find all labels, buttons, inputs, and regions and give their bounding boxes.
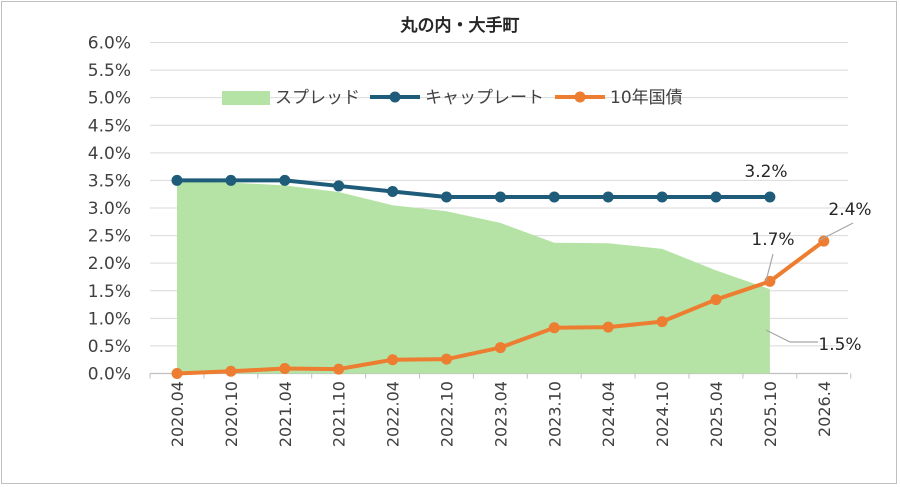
y-tick-label: 1.0% <box>88 309 131 329</box>
marker-series-0 <box>225 174 237 186</box>
spread-area <box>177 180 770 374</box>
x-tick-label: 2023.10 <box>545 381 564 447</box>
x-tick-label: 2025.10 <box>761 381 780 447</box>
leader-line <box>819 222 854 241</box>
annotation-spread-latest: 1.5% <box>818 335 861 355</box>
marker-series-1 <box>279 363 291 375</box>
x-axis-ticks: 2020.04 2020.10 2021.04 2021.10 2022.04 2022.… <box>168 381 834 447</box>
marker-series-1 <box>656 316 668 328</box>
legend-swatch-area <box>222 91 270 105</box>
marker-series-1 <box>602 321 614 333</box>
marker-series-0 <box>602 191 614 203</box>
y-tick-label: 1.5% <box>88 282 131 302</box>
annotation-cap-rate-latest: 3.2% <box>744 162 787 182</box>
y-tick-label: 5.0% <box>88 89 131 109</box>
marker-series-0 <box>441 191 452 203</box>
legend-marker <box>574 91 586 103</box>
marker-series-0 <box>387 185 399 197</box>
y-tick-label: 6.0% <box>88 34 131 54</box>
marker-series-0 <box>494 191 506 203</box>
legend-marker <box>389 91 401 103</box>
leader-line <box>765 253 774 282</box>
y-tick-label: 3.5% <box>88 171 131 191</box>
x-tick-label: 2020.10 <box>222 381 241 447</box>
marker-series-1 <box>225 365 237 377</box>
legend-label: スプレッド <box>275 88 360 108</box>
line-series-0 <box>177 178 770 199</box>
annotation-jgb-2026: 2.4% <box>828 200 871 220</box>
y-tick-label: 0.5% <box>88 337 131 357</box>
y-tick-label: 5.5% <box>88 61 131 81</box>
x-tick-label: 2021.04 <box>276 381 295 447</box>
y-tick-label: 0.0% <box>88 365 131 385</box>
x-tick-label: 2024.04 <box>599 381 618 447</box>
series-lines <box>171 174 830 379</box>
x-tick-label: 2023.04 <box>491 381 510 447</box>
marker-series-0 <box>548 191 560 203</box>
marker-series-0 <box>333 180 345 192</box>
x-tick-label: 2022.10 <box>438 381 457 447</box>
area-spread <box>177 180 770 374</box>
annotation-jgb-2025: 1.7% <box>751 230 794 250</box>
x-tick-label: 2020.04 <box>168 381 187 447</box>
marker-series-0 <box>764 191 776 203</box>
x-tick-label: 2025.04 <box>707 381 726 447</box>
x-tick-label: 2021.10 <box>330 381 349 447</box>
marker-series-0 <box>171 174 183 186</box>
leader-line <box>765 329 818 343</box>
y-tick-label: 4.0% <box>88 144 131 164</box>
y-tick-label: 3.0% <box>88 199 131 219</box>
marker-series-1 <box>764 275 776 287</box>
marker-series-1 <box>818 235 830 247</box>
marker-series-1 <box>171 368 183 379</box>
annotations: 3.2% 2.4% 1.7% 1.5% <box>744 162 871 355</box>
marker-series-1 <box>710 294 722 306</box>
y-tick-label: 2.5% <box>88 227 131 247</box>
legend: スプレッド キャップレート 10年国債 <box>222 88 683 108</box>
chart-title: 丸の内・大手町 <box>400 15 520 36</box>
marker-series-1 <box>441 353 452 365</box>
x-tick-label: 2024.10 <box>653 381 672 447</box>
marker-series-1 <box>387 354 399 366</box>
x-tick-label: 2022.04 <box>384 381 403 447</box>
x-tick-label: 2026.4 <box>815 381 834 437</box>
marker-series-0 <box>710 191 722 203</box>
marker-series-1 <box>333 363 345 375</box>
marker-series-1 <box>548 322 560 334</box>
marker-series-0 <box>279 174 291 186</box>
marker-series-0 <box>656 191 668 203</box>
y-tick-label: 4.5% <box>88 116 131 136</box>
legend-label: キャップレート <box>425 88 544 108</box>
legend-label: 10年国債 <box>610 88 683 108</box>
y-tick-label: 2.0% <box>88 254 131 274</box>
y-axis-ticks: 0.0% 0.5% 1.0% 1.5% 2.0% 2.5% 3.0% 3.5% 4.0% 4.5%… <box>88 34 131 385</box>
marker-series-1 <box>494 342 506 354</box>
